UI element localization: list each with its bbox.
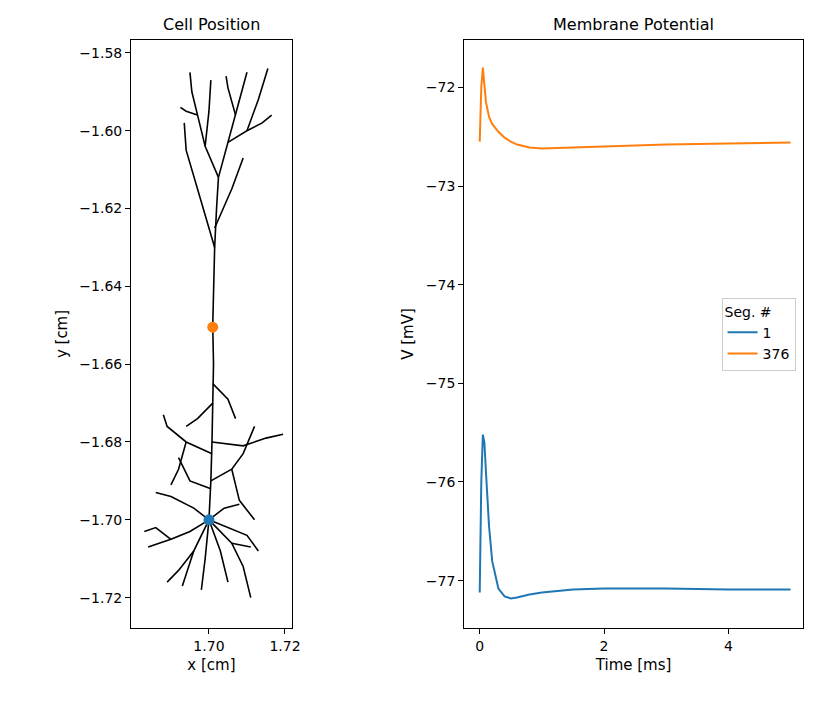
svg-text:−74: −74 — [426, 277, 456, 293]
svg-text:−72: −72 — [426, 79, 456, 95]
svg-text:376: 376 — [763, 346, 790, 362]
svg-text:Time [ms]: Time [ms] — [595, 656, 672, 674]
svg-text:−1.66: −1.66 — [79, 356, 122, 372]
svg-text:−73: −73 — [426, 178, 456, 194]
svg-text:−1.72: −1.72 — [79, 590, 122, 606]
svg-text:−1.62: −1.62 — [79, 200, 122, 216]
svg-text:−1.68: −1.68 — [79, 434, 122, 450]
svg-text:−76: −76 — [426, 474, 456, 490]
svg-text:0: 0 — [475, 638, 484, 654]
svg-text:Membrane Potential: Membrane Potential — [553, 15, 714, 34]
svg-text:−1.64: −1.64 — [79, 278, 122, 294]
svg-text:−1.60: −1.60 — [79, 123, 122, 139]
svg-text:−1.58: −1.58 — [79, 45, 122, 61]
svg-text:−75: −75 — [426, 375, 456, 391]
svg-text:1: 1 — [763, 325, 772, 341]
svg-text:1.72: 1.72 — [269, 638, 300, 654]
svg-text:x [cm]: x [cm] — [187, 656, 235, 674]
svg-text:4: 4 — [724, 638, 733, 654]
svg-text:−77: −77 — [426, 573, 456, 589]
svg-text:Seg. #: Seg. # — [725, 304, 772, 320]
svg-text:1.70: 1.70 — [193, 638, 224, 654]
svg-text:Cell Position: Cell Position — [163, 15, 260, 34]
svg-text:−1.70: −1.70 — [79, 512, 122, 528]
svg-text:2: 2 — [600, 638, 609, 654]
svg-text:V [mV]: V [mV] — [399, 308, 417, 360]
svg-text:y [cm]: y [cm] — [53, 310, 71, 358]
